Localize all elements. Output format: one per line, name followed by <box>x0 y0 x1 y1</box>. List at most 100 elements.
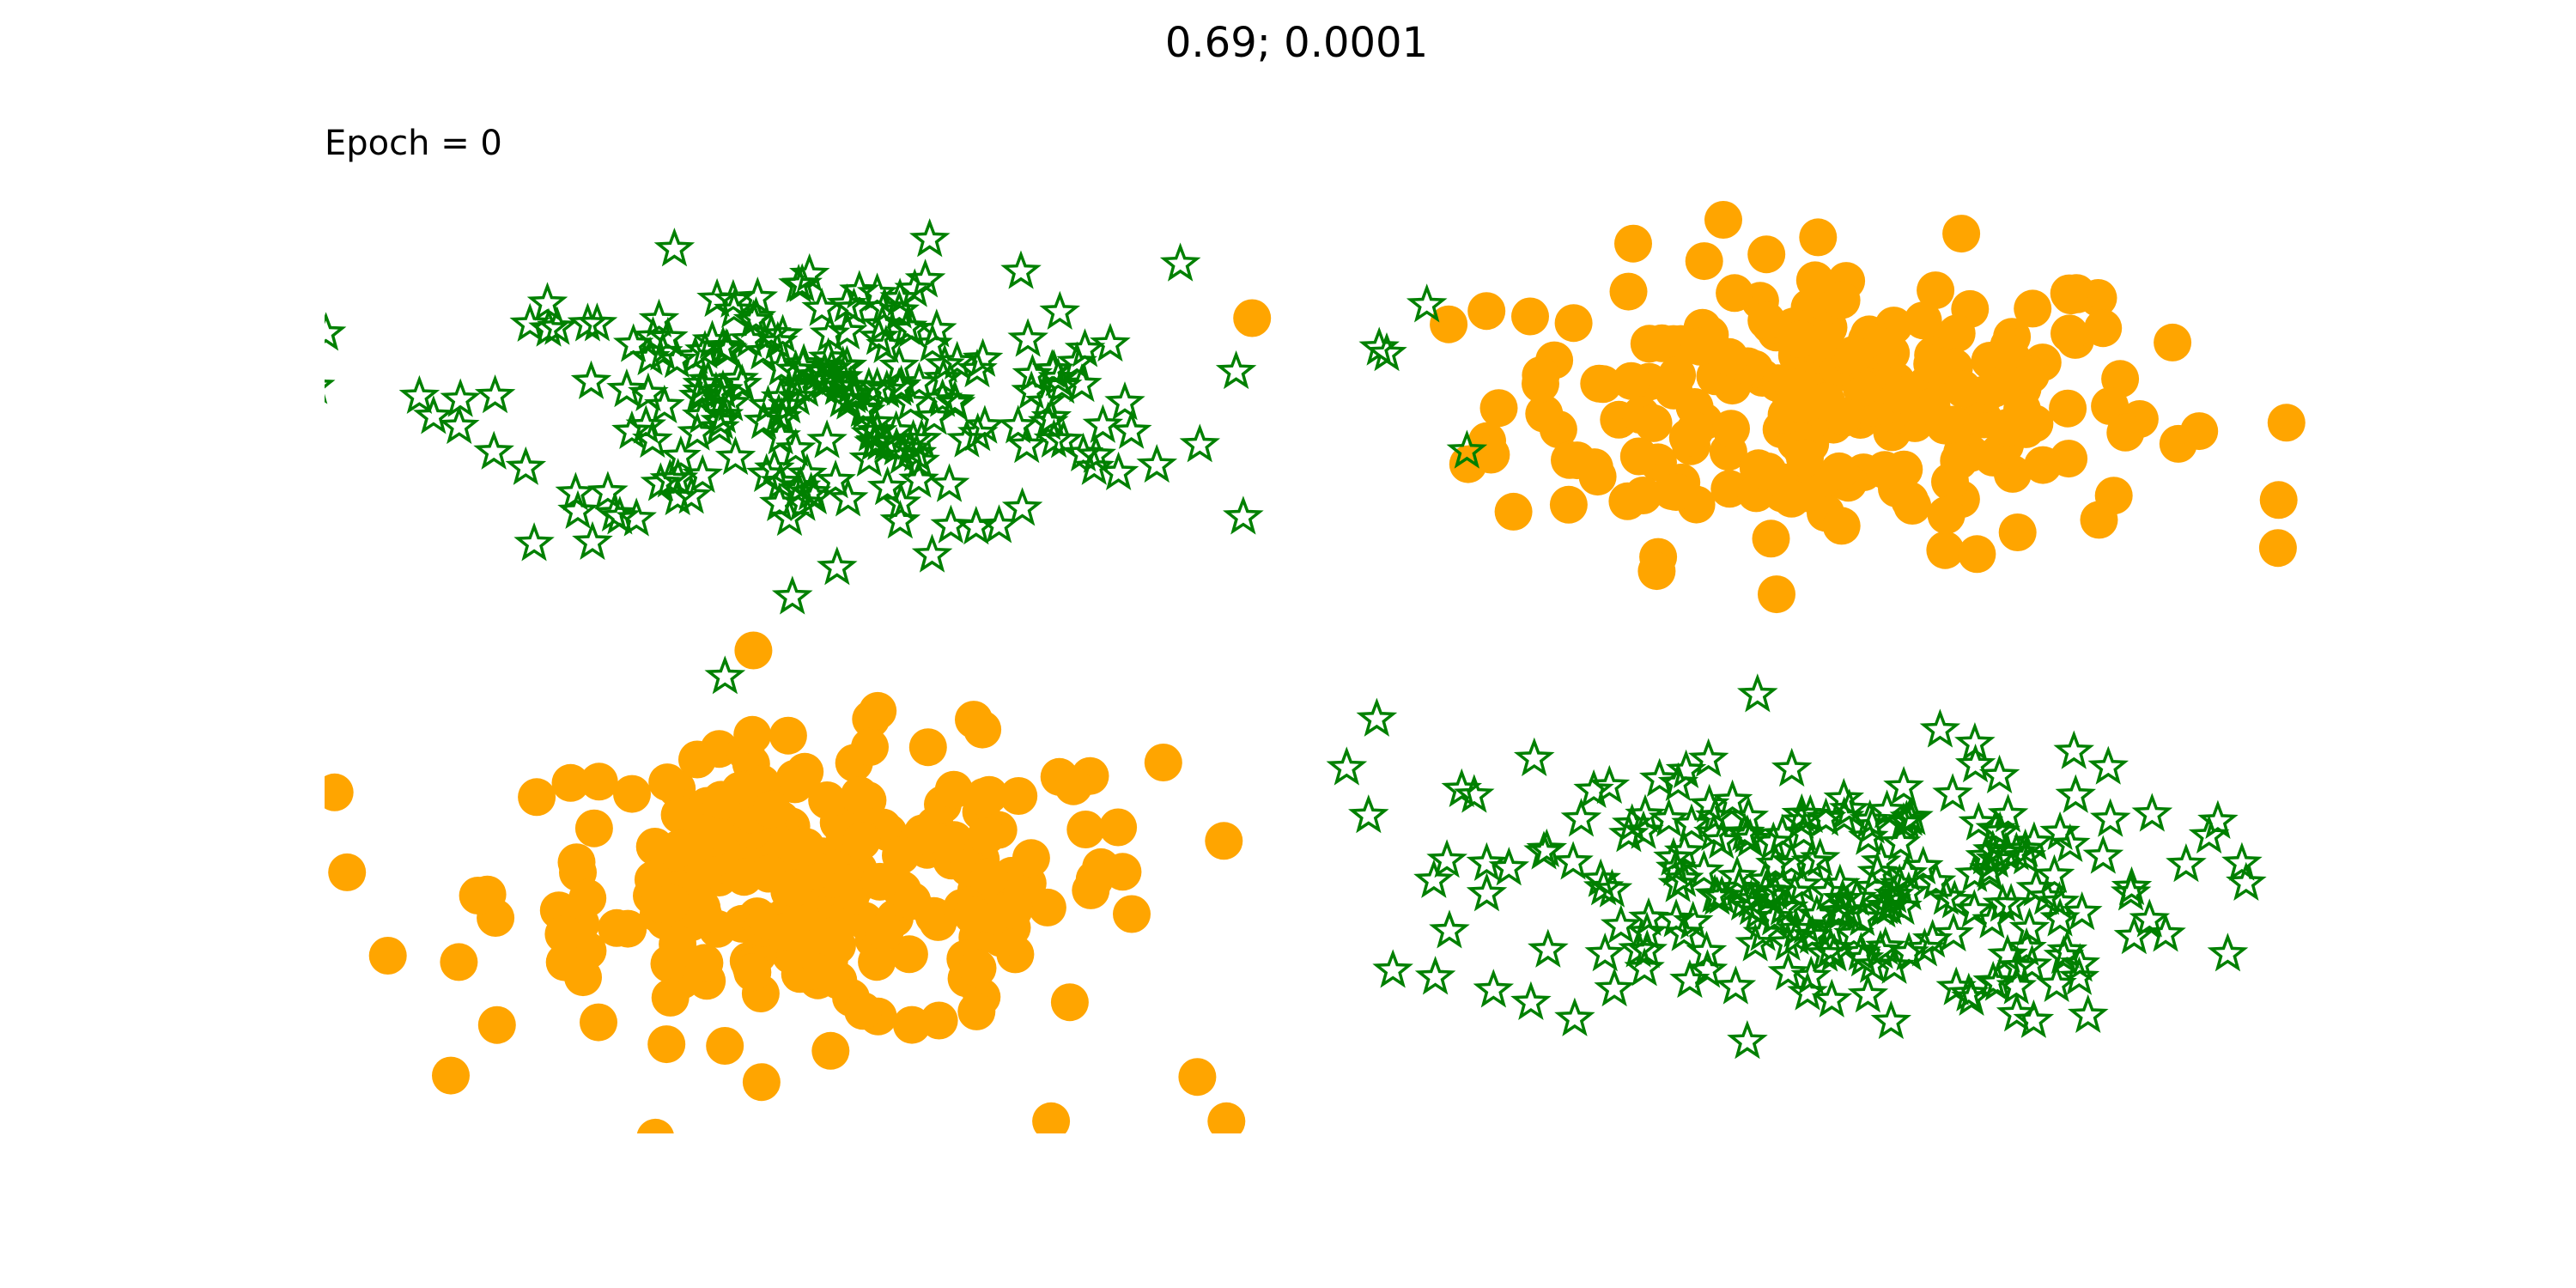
star-point <box>880 364 922 404</box>
star-point <box>1348 794 1389 834</box>
star-point <box>1406 283 1448 323</box>
circle-point <box>1865 451 1904 489</box>
star-point <box>413 395 454 434</box>
star-point <box>1904 927 1946 967</box>
star-point <box>1915 860 1957 900</box>
star-point <box>1414 956 1456 995</box>
circle-point <box>685 944 724 982</box>
circle-point <box>652 884 690 922</box>
star-point <box>704 655 746 695</box>
circle-point <box>1032 1102 1071 1133</box>
circle-point <box>1795 261 1834 300</box>
star-point <box>891 308 933 348</box>
circle-point <box>752 790 791 829</box>
star-point <box>1919 708 1961 748</box>
circle-point <box>659 829 698 868</box>
circle-point <box>368 937 407 975</box>
circle-point <box>844 992 883 1030</box>
star-point <box>1097 451 1139 491</box>
star-point <box>572 520 613 561</box>
circle-point <box>934 770 973 809</box>
star-point <box>914 396 955 435</box>
circle-point <box>1099 808 1138 847</box>
star-point <box>930 504 972 544</box>
circle-point <box>742 1063 781 1102</box>
star-point <box>1626 911 1668 951</box>
star-point <box>1715 965 1757 1005</box>
star-point <box>1870 879 1912 919</box>
star-point <box>892 418 934 459</box>
star-point <box>440 378 481 417</box>
star-point <box>473 430 514 470</box>
star-point <box>854 422 895 461</box>
star-point <box>856 272 898 312</box>
star-point <box>822 345 864 385</box>
star-point <box>1366 332 1407 372</box>
star-point <box>1466 841 1508 881</box>
circle-point <box>2258 529 2297 568</box>
star-point <box>801 287 842 326</box>
circle-point <box>1940 441 1978 480</box>
circle-point <box>1178 1058 1217 1097</box>
star-point <box>911 533 953 573</box>
star-point <box>687 359 729 398</box>
star-point <box>778 264 819 303</box>
circle-point <box>999 777 1038 815</box>
star-point <box>653 228 696 267</box>
circle-point <box>477 1005 516 1044</box>
star-point <box>1987 793 2029 833</box>
star-point <box>1933 912 1974 952</box>
circle-point <box>1479 389 1518 428</box>
star-point <box>908 218 951 258</box>
star-point <box>1730 878 1772 918</box>
star-point <box>2131 793 2173 832</box>
star-point <box>1663 912 1704 951</box>
star-point <box>1979 811 2020 850</box>
star-point <box>657 458 699 497</box>
circle-point <box>811 1031 850 1070</box>
star-point <box>899 440 940 479</box>
star-point <box>1626 929 1668 969</box>
circle-point <box>1619 437 1658 476</box>
star-point <box>2026 876 2068 915</box>
star-point <box>2013 999 2055 1038</box>
star-point <box>829 365 872 404</box>
circle-point <box>958 949 997 987</box>
circle-point <box>544 914 583 953</box>
star-point <box>735 296 777 336</box>
circle-point <box>963 710 1002 749</box>
star-point <box>936 340 978 380</box>
circle-point <box>1822 281 1861 319</box>
circle-point <box>1776 368 1814 407</box>
circle-point <box>1233 299 1272 337</box>
star-point <box>856 410 898 450</box>
star-point <box>1742 912 1783 951</box>
circle-point <box>706 1027 744 1065</box>
circle-point <box>1926 531 1965 569</box>
star-point <box>1326 746 1368 786</box>
circle-point <box>580 762 618 801</box>
star-point <box>513 522 555 562</box>
star-point <box>625 404 667 444</box>
circle-point <box>557 843 596 882</box>
circle-point <box>440 943 478 981</box>
star-point <box>570 360 612 399</box>
star-point <box>1823 777 1865 817</box>
star-point <box>1104 381 1145 421</box>
star-point <box>714 435 756 476</box>
star-point <box>1978 754 2020 794</box>
circle-point <box>2050 274 2088 313</box>
star-point <box>2050 823 2091 863</box>
circle-point <box>1668 418 1707 457</box>
circle-point <box>2084 309 2123 348</box>
star-point <box>866 324 907 364</box>
circle-point <box>2106 413 2145 452</box>
star-point <box>567 302 609 342</box>
star-point <box>2082 835 2124 874</box>
circle-point <box>908 728 947 767</box>
circle-point <box>1624 477 1662 514</box>
star-point <box>696 277 738 318</box>
star-point <box>2058 956 2100 995</box>
circle-point <box>2014 289 2052 328</box>
star-point <box>709 382 751 422</box>
